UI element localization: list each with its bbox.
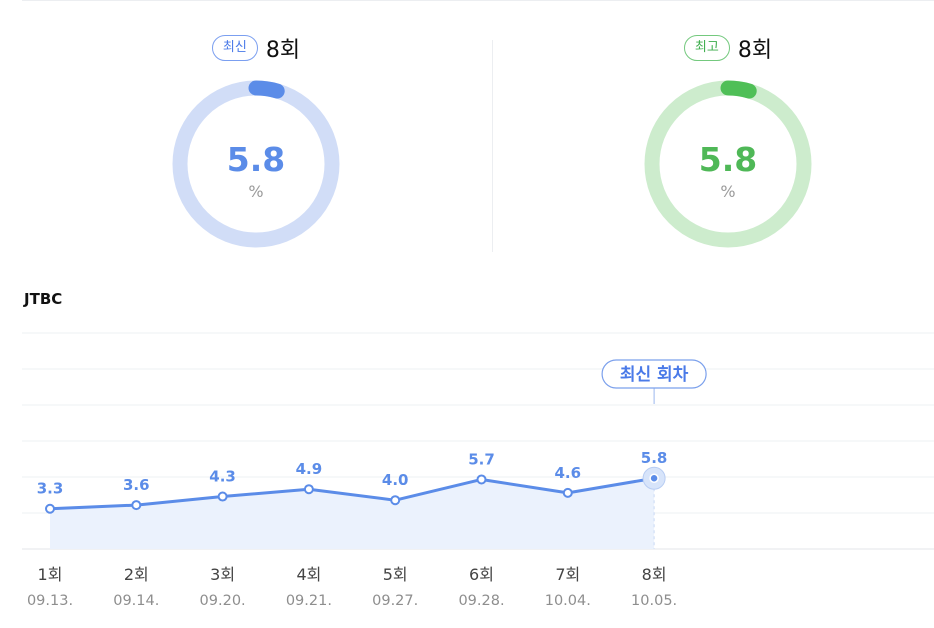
best-gauge-ring xyxy=(644,80,812,248)
x-tick-date: 10.05. xyxy=(631,593,677,609)
data-label: 4.6 xyxy=(555,464,582,482)
best-rating-card: 최고 8회 5.8 % xyxy=(608,30,848,260)
best-badge: 최고 xyxy=(683,35,730,61)
data-point xyxy=(562,487,573,498)
x-tick-date: 09.27. xyxy=(372,593,418,609)
latest-badge: 최신 xyxy=(211,35,258,61)
data-point xyxy=(303,484,314,495)
latest-rating-unit: % xyxy=(248,182,264,201)
latest-rating-value: 5.8 xyxy=(226,140,286,179)
latest-episode-badge xyxy=(601,359,707,389)
x-tick-episode: 5회 xyxy=(383,565,408,584)
best-episode: 8회 xyxy=(737,38,773,63)
data-point-latest xyxy=(649,473,659,483)
data-label: 5.8 xyxy=(641,449,668,467)
x-tick-date: 09.14. xyxy=(113,593,159,609)
best-gauge: 5.8 % xyxy=(642,78,814,250)
data-point xyxy=(390,495,401,506)
x-tick-episode: 1회 xyxy=(38,565,63,584)
x-tick-date: 10.04. xyxy=(545,593,591,609)
data-point xyxy=(217,491,228,502)
x-tick-date: 09.13. xyxy=(27,593,73,609)
series-line xyxy=(48,476,656,511)
x-tick-date: 09.21. xyxy=(286,593,332,609)
x-tick-episode: 3회 xyxy=(210,565,235,584)
data-point xyxy=(131,500,142,511)
data-label: 4.3 xyxy=(209,468,236,486)
data-point xyxy=(476,474,487,485)
x-tick-episode: 2회 xyxy=(124,565,149,584)
latest-episode: 8회 xyxy=(265,38,301,63)
top-divider xyxy=(22,0,934,1)
latest-episode-badge-label: 최신 회차 xyxy=(620,365,689,385)
best-rating-unit: % xyxy=(720,182,736,201)
x-tick-episode: 6회 xyxy=(469,565,494,584)
latest-gauge-ring xyxy=(172,80,340,248)
network-label: JTBC xyxy=(24,290,63,308)
x-tick-episode: 4회 xyxy=(296,565,321,584)
latest-rating-card: 최신 8회 5.8 % xyxy=(136,30,376,260)
best-gauge-level xyxy=(644,80,812,248)
x-tick-date: 09.28. xyxy=(458,593,504,609)
latest-gauge: 5.8 % xyxy=(170,78,342,250)
best-card-header: 최고 8회 xyxy=(608,32,848,64)
data-label: 4.9 xyxy=(296,460,323,478)
x-tick-episode: 7회 xyxy=(555,565,580,584)
x-tick-date: 09.20. xyxy=(200,593,246,609)
data-point xyxy=(45,503,55,514)
best-rating-value: 5.8 xyxy=(698,140,758,179)
data-label: 5.7 xyxy=(468,450,495,468)
card-divider xyxy=(492,40,493,252)
data-label: 3.6 xyxy=(123,476,150,494)
latest-gauge-level xyxy=(172,80,340,248)
data-label: 3.3 xyxy=(37,480,64,498)
area-fill xyxy=(50,478,655,549)
data-label: 4.0 xyxy=(382,471,409,489)
latest-card-header: 최신 8회 xyxy=(136,32,376,64)
x-tick-episode: 8회 xyxy=(642,565,667,584)
